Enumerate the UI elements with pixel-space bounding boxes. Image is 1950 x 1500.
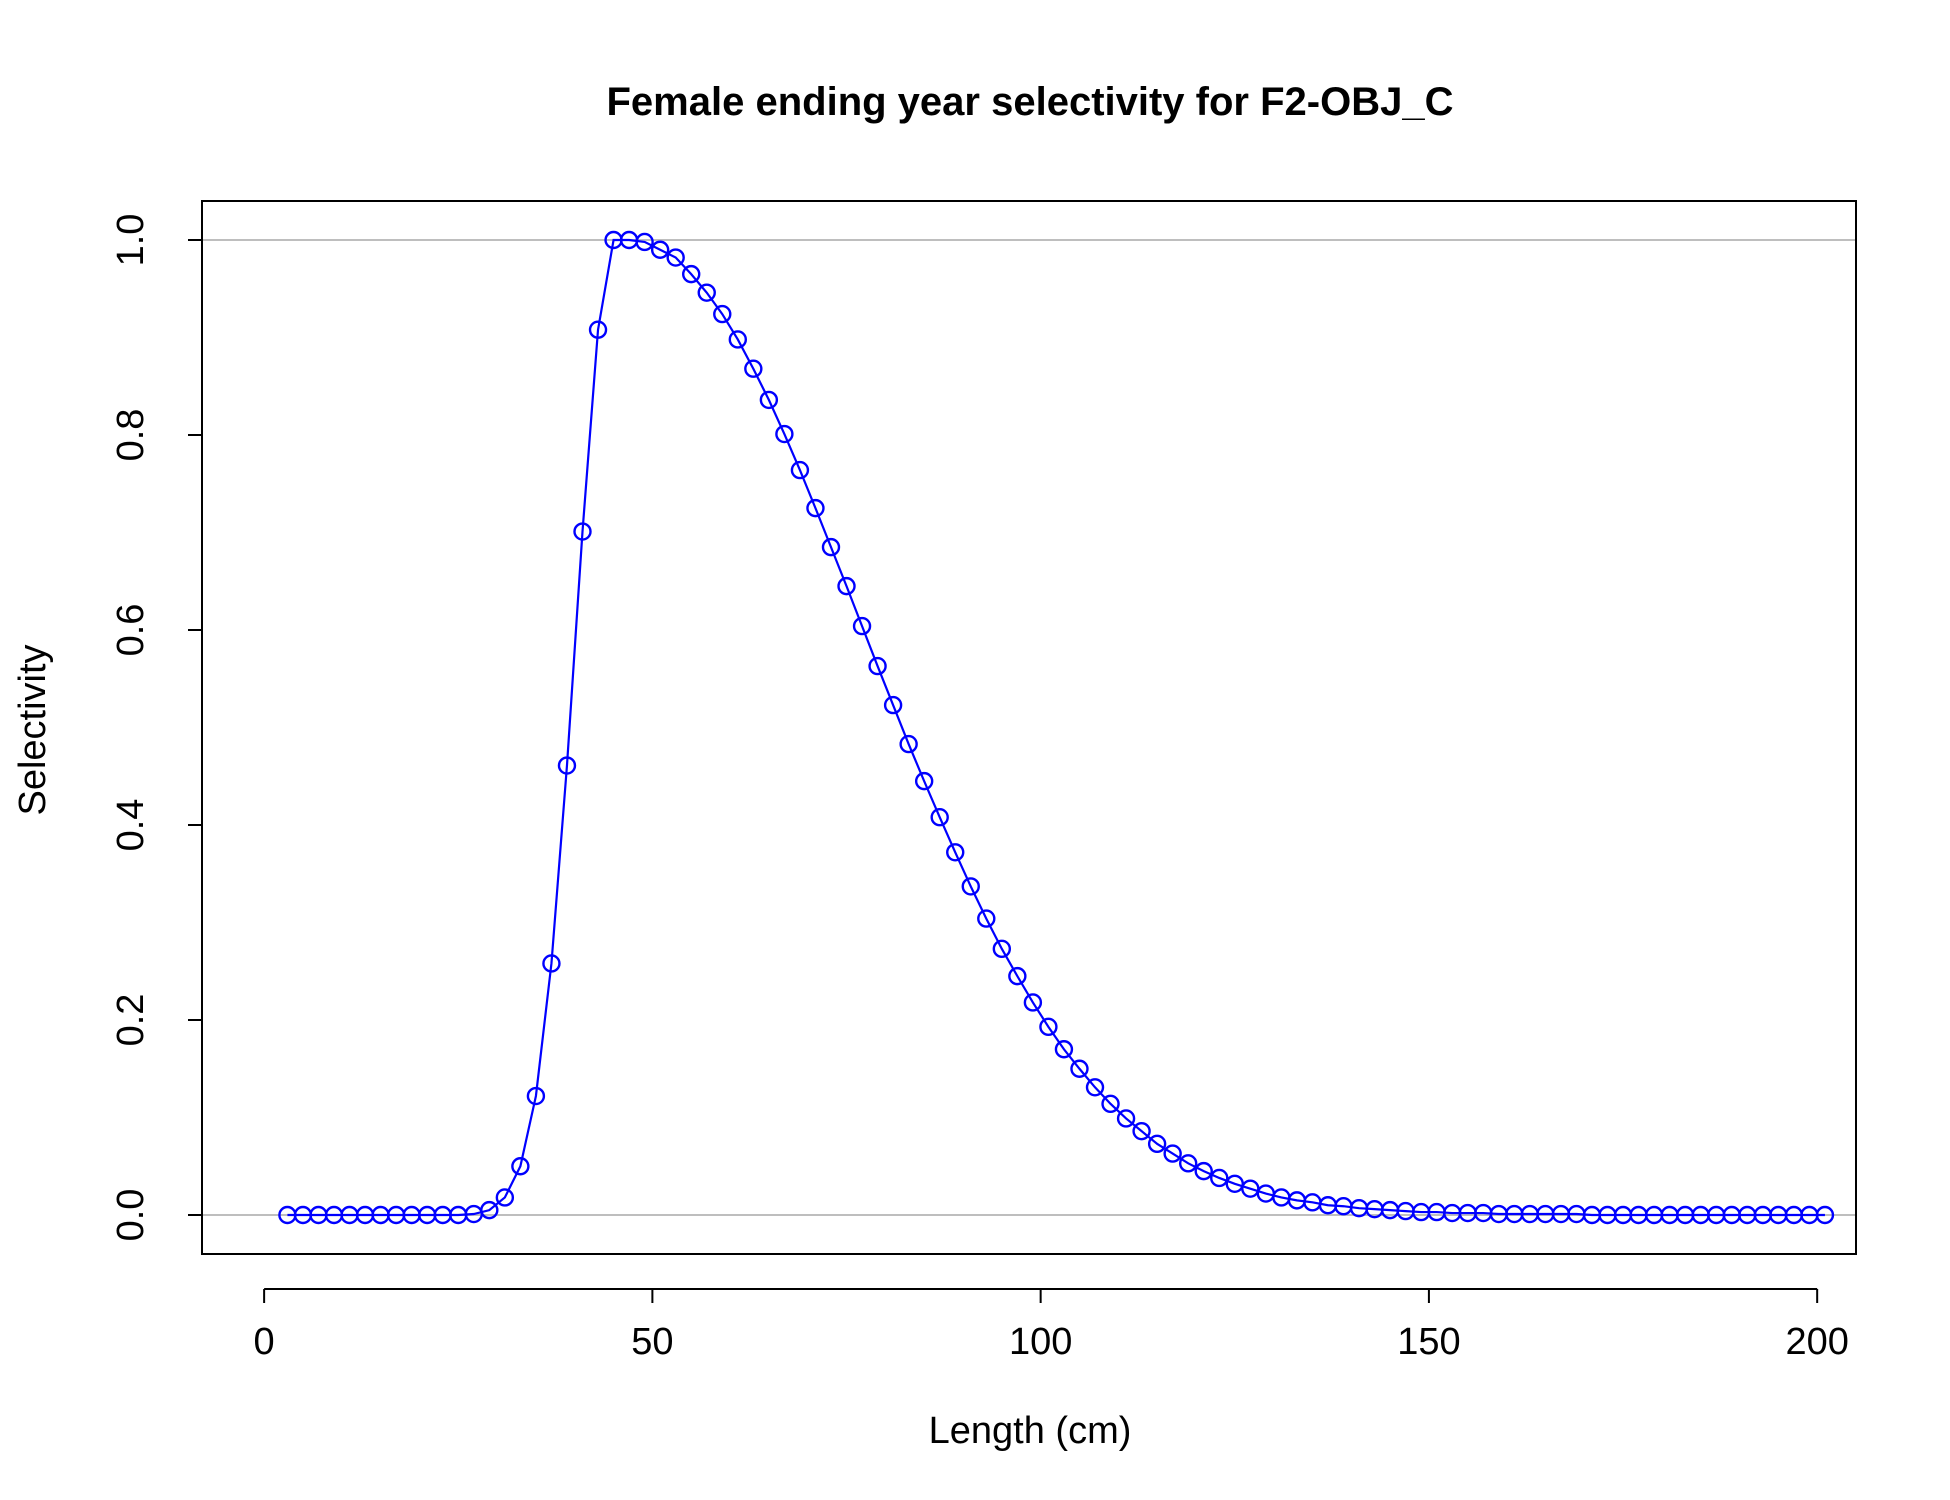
data-point <box>790 460 810 480</box>
data-point <box>1147 1134 1167 1154</box>
data-point <box>666 248 685 267</box>
data-point <box>542 954 561 973</box>
data-point <box>573 522 592 541</box>
plot-frame <box>201 200 1857 1255</box>
data-point <box>588 320 608 339</box>
data-point <box>883 695 903 715</box>
y-tick-label: 0.2 <box>110 994 152 1047</box>
data-point <box>635 232 654 252</box>
data-point <box>914 771 934 791</box>
data-point <box>1039 1017 1058 1037</box>
data-point <box>557 756 577 775</box>
x-tick-label: 0 <box>254 1321 275 1363</box>
data-point <box>526 1086 546 1106</box>
data-point <box>1132 1121 1151 1141</box>
data-point <box>1815 1205 1835 1225</box>
data-point <box>697 283 716 302</box>
chart-title: Female ending year selectivity for F2-OB… <box>607 80 1454 124</box>
data-point <box>1116 1109 1136 1128</box>
data-point <box>495 1188 515 1207</box>
data-point <box>713 304 732 324</box>
data-point <box>930 808 949 827</box>
x-tick-label: 200 <box>1785 1321 1848 1363</box>
data-point <box>1085 1078 1105 1097</box>
data-point <box>821 537 841 557</box>
x-axis: 0 50 100 150 200 <box>254 1288 1849 1363</box>
y-tick-label: 0.4 <box>110 799 152 852</box>
data-point <box>1163 1144 1182 1163</box>
data-point <box>682 264 701 284</box>
x-tick-label: 50 <box>631 1321 673 1363</box>
data-point <box>946 843 965 862</box>
data-point <box>1101 1094 1120 1114</box>
data-point <box>511 1157 530 1176</box>
y-tick-label: 0.8 <box>110 409 152 462</box>
data-point <box>1070 1059 1089 1078</box>
data-point <box>899 734 918 754</box>
data-point <box>852 616 872 636</box>
reference-lines <box>202 239 1856 1216</box>
series-layer <box>278 230 1835 1225</box>
data-point <box>728 330 748 349</box>
series-line <box>287 238 1825 1217</box>
x-tick-label: 150 <box>1397 1321 1460 1363</box>
x-tick-label: 100 <box>1009 1321 1072 1363</box>
data-point <box>1210 1168 1229 1188</box>
data-point <box>1054 1040 1074 1059</box>
y-tick-label: 0.0 <box>110 1189 152 1242</box>
y-axis-title: Selectivity <box>12 644 54 815</box>
data-point <box>837 576 856 596</box>
data-point <box>1008 966 1027 986</box>
data-point <box>868 656 887 676</box>
data-point <box>977 909 996 928</box>
data-point <box>1178 1154 1198 1173</box>
data-point <box>1023 993 1043 1012</box>
data-point <box>1194 1161 1213 1181</box>
data-point <box>775 424 794 444</box>
data-point <box>759 390 779 410</box>
data-point <box>992 939 1012 959</box>
data-point <box>650 240 670 259</box>
data-point <box>744 359 763 378</box>
data-point <box>961 877 980 896</box>
y-axis: 0.0 0.2 0.4 0.6 0.8 1.0 <box>110 214 203 1242</box>
x-axis-title: Length (cm) <box>929 1410 1132 1452</box>
data-point <box>806 498 825 518</box>
y-tick-label: 0.6 <box>110 604 152 657</box>
y-tick-label: 1.0 <box>110 214 152 267</box>
data-point <box>480 1200 499 1220</box>
